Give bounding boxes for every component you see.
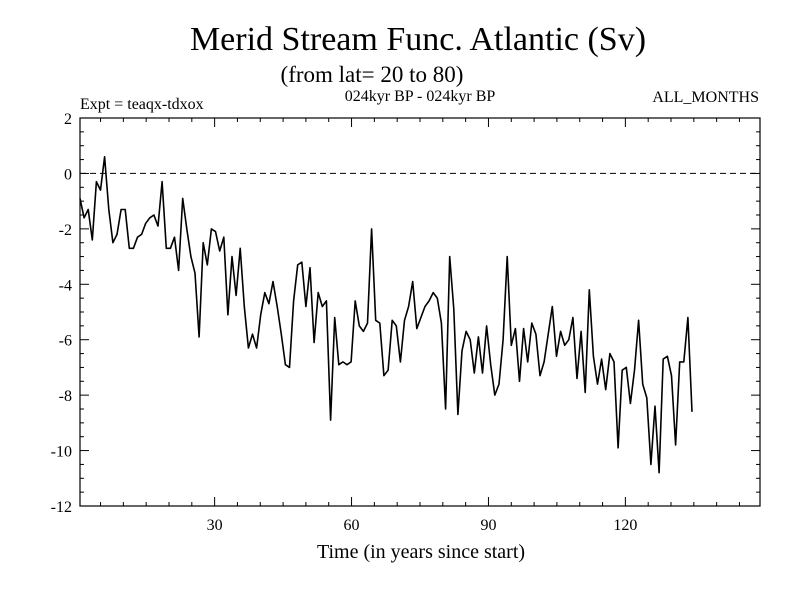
x-tick-label: 30 — [207, 517, 223, 534]
x-axis-label: Time (in years since start) — [317, 541, 525, 563]
y-tick-label: -6 — [59, 333, 72, 350]
chart-title: Merid Stream Func. Atlantic (Sv) — [190, 21, 646, 58]
x-tick-label: 120 — [613, 517, 637, 534]
series-line — [79, 156, 693, 474]
period-label: 024kyr BP - 024kyr BP — [345, 88, 496, 105]
experiment-label: Expt = teaqx-tdxox — [80, 96, 204, 113]
y-tick-label: -2 — [59, 222, 72, 239]
x-tick-label: 90 — [480, 517, 496, 534]
y-tick-label: 2 — [64, 111, 72, 128]
axes-layer: 2 0 -2 -4 -6 -8 -10 -12 30 60 90 120 — [51, 111, 760, 534]
chart-subtitle: (from lat= 20 to 80) — [281, 62, 464, 87]
y-tick-label: -10 — [51, 444, 72, 461]
y-tick-label: -12 — [51, 499, 72, 516]
x-tick-label: 60 — [344, 517, 360, 534]
data-layer — [79, 156, 760, 474]
y-tick-label: -4 — [59, 277, 72, 294]
plot-frame — [79, 117, 761, 507]
y-tick-label: -8 — [59, 388, 72, 405]
y-tick-label: 0 — [64, 166, 72, 183]
season-label: ALL_MONTHS — [652, 89, 759, 106]
